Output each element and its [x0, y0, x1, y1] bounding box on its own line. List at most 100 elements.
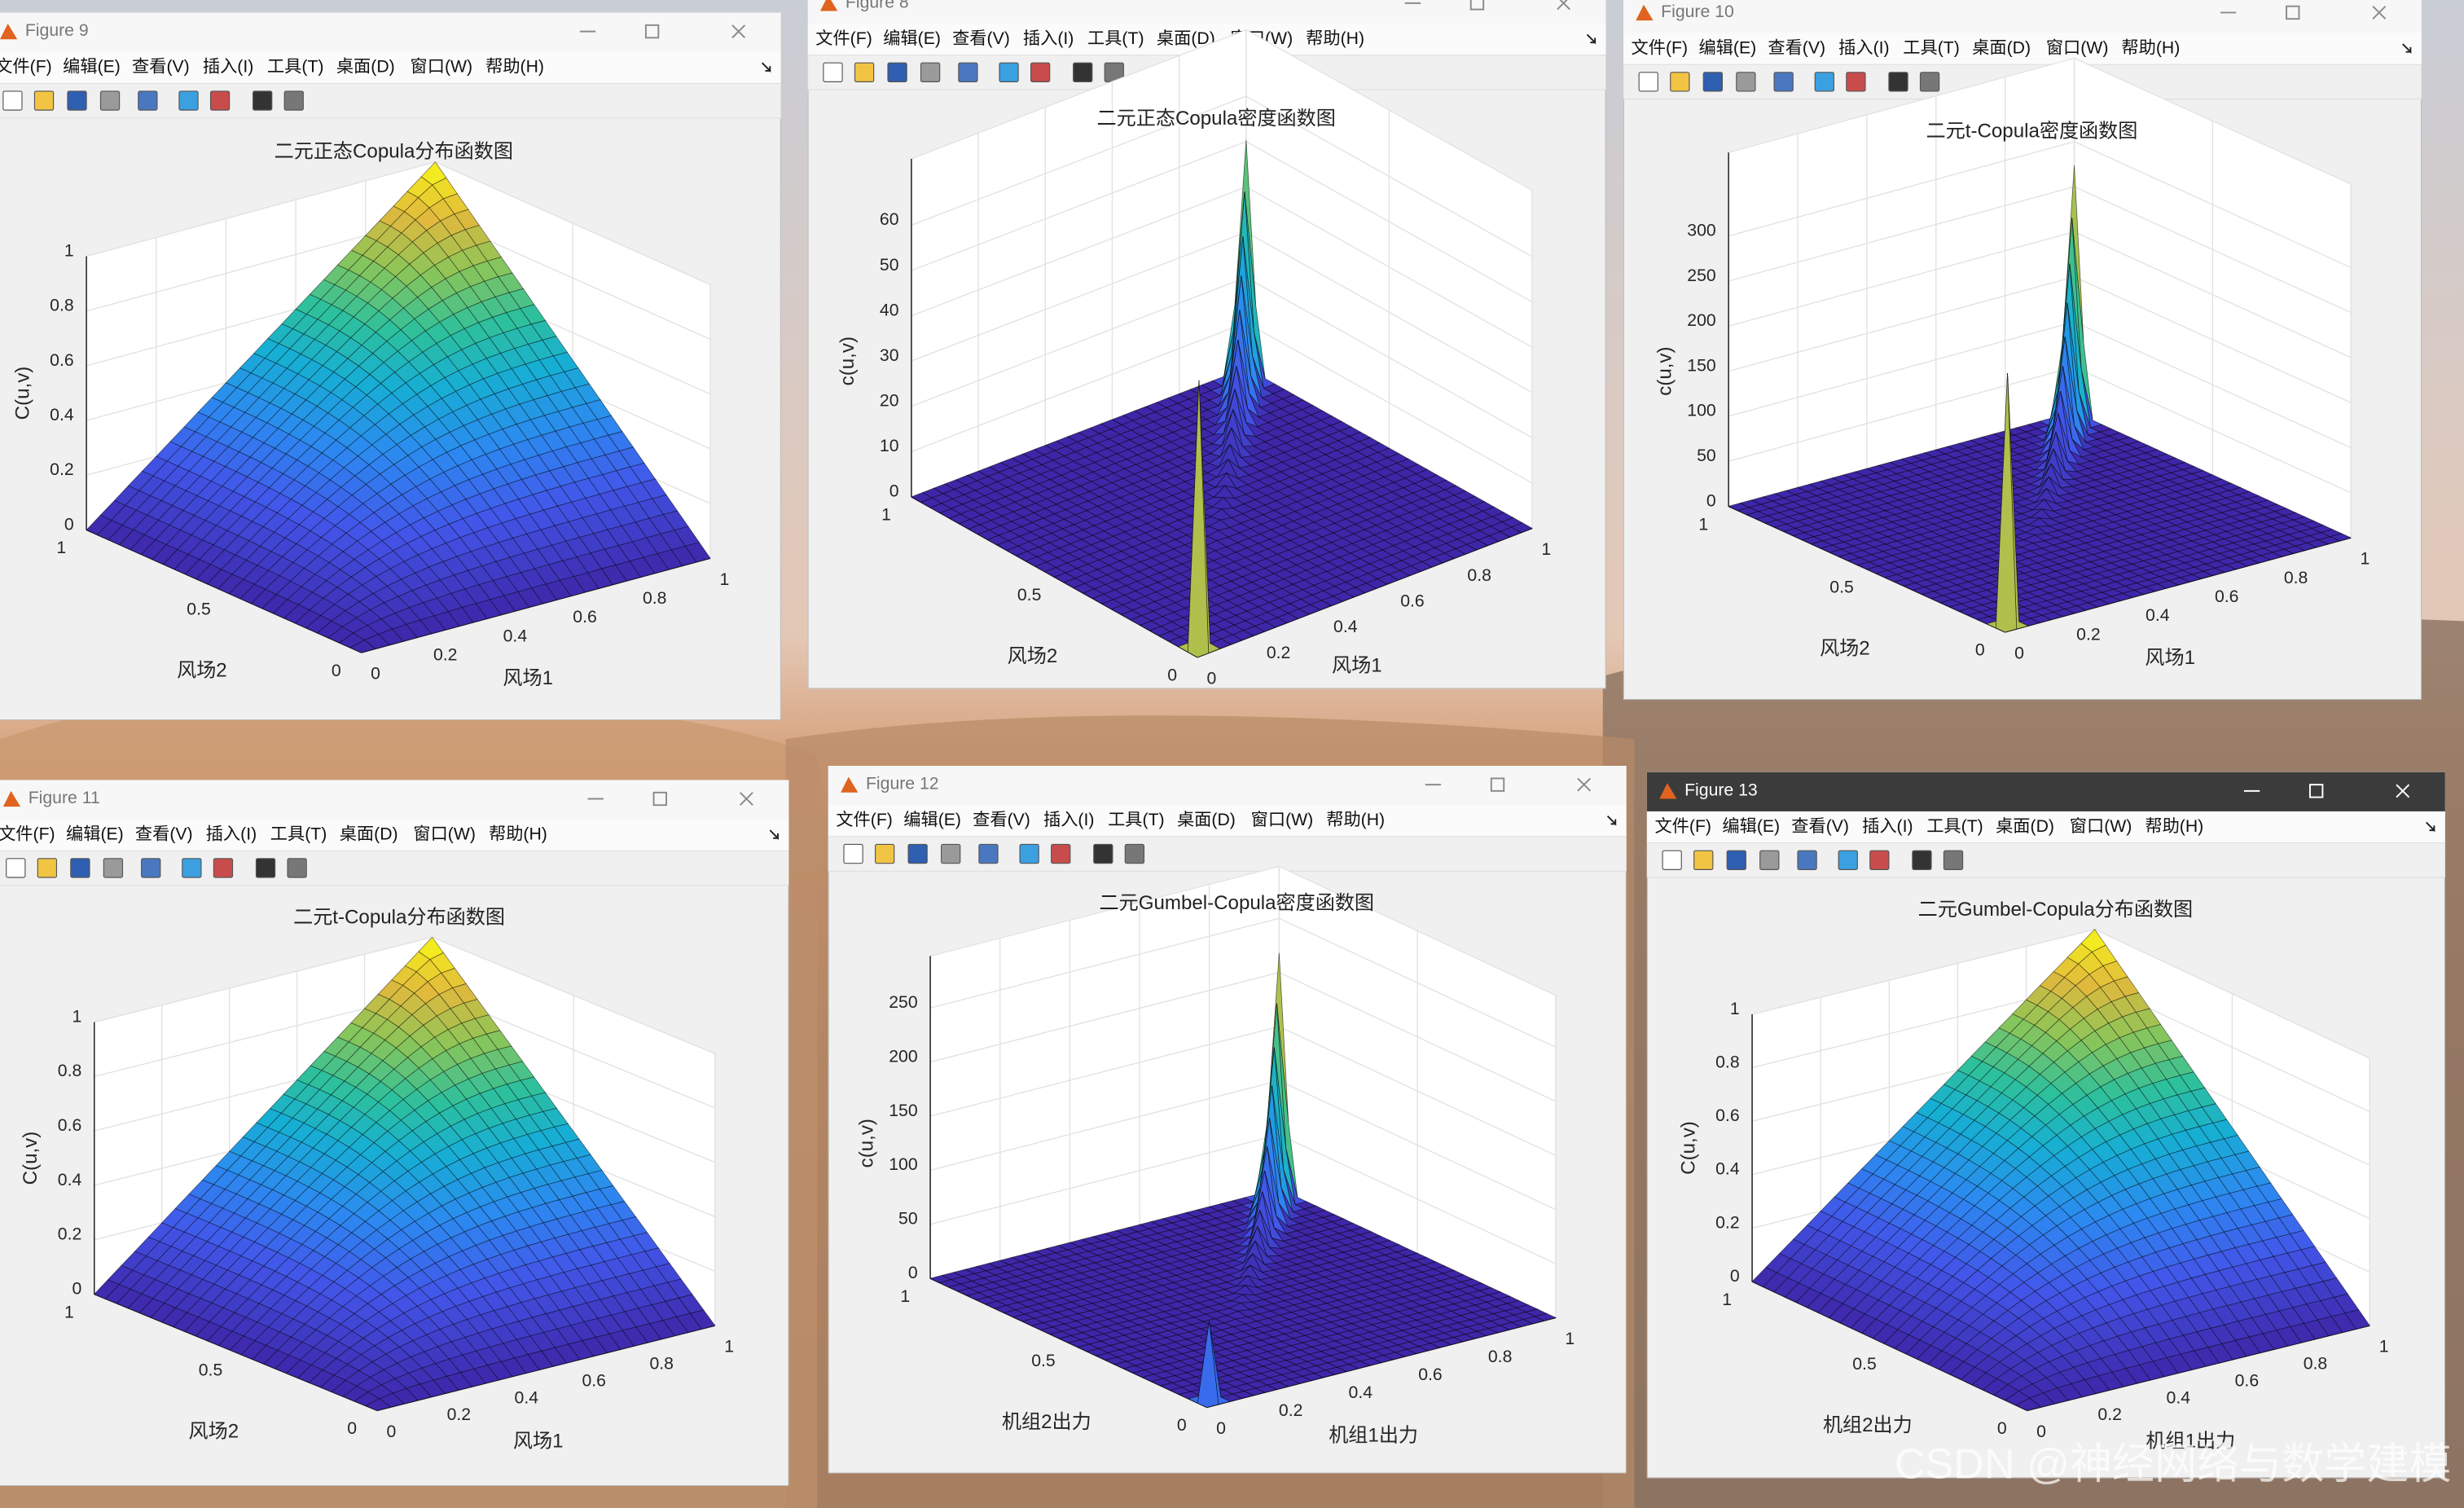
toolbar-button[interactable]	[1869, 850, 1890, 870]
toolbar-button[interactable]	[182, 858, 202, 878]
toolbar-button[interactable]	[1019, 843, 1039, 864]
menu-item[interactable]: 文件(F)	[0, 824, 55, 844]
maximize-button[interactable]	[1469, 0, 1485, 11]
menu-item[interactable]: 插入(I)	[1862, 816, 1913, 836]
toolbar-button[interactable]	[854, 62, 875, 82]
toolbar-button[interactable]	[843, 843, 863, 864]
toolbar-button[interactable]	[33, 90, 55, 111]
toolbar-button[interactable]	[37, 858, 58, 878]
menu-item[interactable]: 查看(V)	[132, 57, 190, 77]
dock-arrow[interactable]	[1586, 33, 1597, 45]
toolbar-button[interactable]	[999, 62, 1019, 82]
toolbar-button[interactable]	[823, 62, 843, 82]
menu-item[interactable]: 工具(T)	[1926, 817, 1983, 836]
menu-item[interactable]: 帮助(H)	[485, 57, 544, 77]
toolbar-button[interactable]	[138, 90, 158, 111]
toolbar-button[interactable]	[958, 62, 978, 82]
dock-arrow[interactable]	[1606, 816, 1617, 826]
menu-item[interactable]: 编辑(E)	[1722, 816, 1780, 836]
close-button[interactable]	[2372, 6, 2387, 20]
toolbar-button[interactable]	[1797, 850, 1817, 870]
maximize-button[interactable]	[652, 791, 667, 807]
toolbar-button[interactable]	[920, 62, 941, 82]
menu-item[interactable]: 查看(V)	[973, 810, 1030, 829]
menu-item[interactable]: 窗口(W)	[2046, 37, 2109, 57]
dock-arrow[interactable]	[2402, 43, 2412, 55]
close-button[interactable]	[731, 24, 746, 39]
toolbar-button[interactable]	[141, 858, 161, 878]
menu-item[interactable]: 窗口(W)	[2070, 816, 2132, 836]
toolbar-button[interactable]	[1073, 62, 1093, 82]
menu-item[interactable]: 插入(I)	[206, 824, 257, 844]
toolbar-button[interactable]	[213, 858, 234, 878]
dock-arrow[interactable]	[769, 829, 779, 841]
maximize-button[interactable]	[1490, 777, 1505, 792]
toolbar-button[interactable]	[253, 90, 273, 111]
toolbar-button[interactable]	[6, 858, 26, 878]
menu-item[interactable]: 桌面(D)	[336, 57, 395, 77]
toolbar-button[interactable]	[209, 90, 231, 111]
toolbar-button[interactable]	[1814, 72, 1834, 92]
toolbar-button[interactable]	[1051, 843, 1071, 864]
menu-item[interactable]: 桌面(D)	[1157, 29, 1215, 48]
menu-item[interactable]: 编辑(E)	[883, 29, 941, 48]
toolbar-button[interactable]	[1888, 72, 1908, 92]
menu-item[interactable]: 工具(T)	[267, 58, 324, 77]
menu-item[interactable]: 文件(F)	[836, 810, 893, 829]
menu-item[interactable]: 文件(F)	[815, 29, 872, 48]
toolbar-button[interactable]	[1736, 72, 1756, 92]
toolbar-button[interactable]	[941, 843, 961, 864]
menu-item[interactable]: 编辑(E)	[1698, 37, 1756, 57]
maximize-button[interactable]	[2286, 5, 2300, 20]
toolbar-button[interactable]	[887, 62, 907, 82]
menu-item[interactable]: 编辑(E)	[66, 824, 124, 844]
menu-item[interactable]: 桌面(D)	[1972, 37, 2031, 57]
toolbar-button[interactable]	[874, 843, 895, 864]
menu-item[interactable]: 插入(I)	[1838, 37, 1889, 57]
menu-item[interactable]: 文件(F)	[0, 57, 52, 77]
toolbar-button[interactable]	[1846, 72, 1866, 92]
dock-arrow[interactable]	[2426, 821, 2435, 833]
toolbar-button[interactable]	[1838, 850, 1858, 870]
menu-item[interactable]: 插入(I)	[1043, 810, 1094, 829]
menu-item[interactable]: 帮助(H)	[2121, 37, 2180, 57]
toolbar-button[interactable]	[70, 858, 90, 878]
close-button[interactable]	[739, 792, 753, 806]
menu-item[interactable]: 帮助(H)	[1326, 810, 1385, 829]
menu-item[interactable]: 帮助(H)	[489, 824, 547, 844]
menu-item[interactable]: 文件(F)	[1632, 37, 1689, 57]
menu-item[interactable]: 插入(I)	[1023, 29, 1074, 48]
close-button[interactable]	[1557, 0, 1570, 11]
toolbar-button[interactable]	[1638, 72, 1658, 92]
menu-item[interactable]: 桌面(D)	[1177, 810, 1236, 829]
toolbar-button[interactable]	[2, 90, 23, 111]
toolbar-button[interactable]	[907, 843, 928, 864]
toolbar-button[interactable]	[1030, 62, 1051, 82]
toolbar-button[interactable]	[283, 90, 304, 111]
menu-item[interactable]: 帮助(H)	[1306, 29, 1364, 48]
toolbar-button[interactable]	[1726, 850, 1746, 870]
toolbar-button[interactable]	[99, 90, 121, 111]
toolbar-button[interactable]	[287, 858, 307, 878]
menu-item[interactable]: 窗口(W)	[413, 824, 476, 844]
toolbar-button[interactable]	[1943, 850, 1964, 870]
menu-item[interactable]: 窗口(W)	[1251, 810, 1314, 829]
close-button[interactable]	[2396, 784, 2410, 798]
toolbar-button[interactable]	[1693, 850, 1714, 870]
toolbar-button[interactable]	[178, 90, 199, 111]
menu-item[interactable]: 编辑(E)	[63, 57, 121, 77]
close-button[interactable]	[1577, 777, 1592, 792]
maximize-button[interactable]	[644, 24, 660, 39]
maximize-button[interactable]	[2308, 784, 2324, 798]
menu-item[interactable]: 查看(V)	[135, 824, 193, 844]
menu-item[interactable]: 编辑(E)	[903, 810, 961, 829]
toolbar-button[interactable]	[1670, 72, 1690, 92]
dock-arrow[interactable]	[761, 62, 771, 73]
menu-item[interactable]: 桌面(D)	[340, 824, 398, 844]
menu-item[interactable]: 文件(F)	[1654, 816, 1711, 836]
toolbar-button[interactable]	[1662, 850, 1682, 870]
menu-item[interactable]: 工具(T)	[1087, 29, 1144, 48]
toolbar-button[interactable]	[1919, 72, 1940, 92]
menu-item[interactable]: 帮助(H)	[2145, 816, 2203, 836]
toolbar-button[interactable]	[255, 858, 276, 878]
